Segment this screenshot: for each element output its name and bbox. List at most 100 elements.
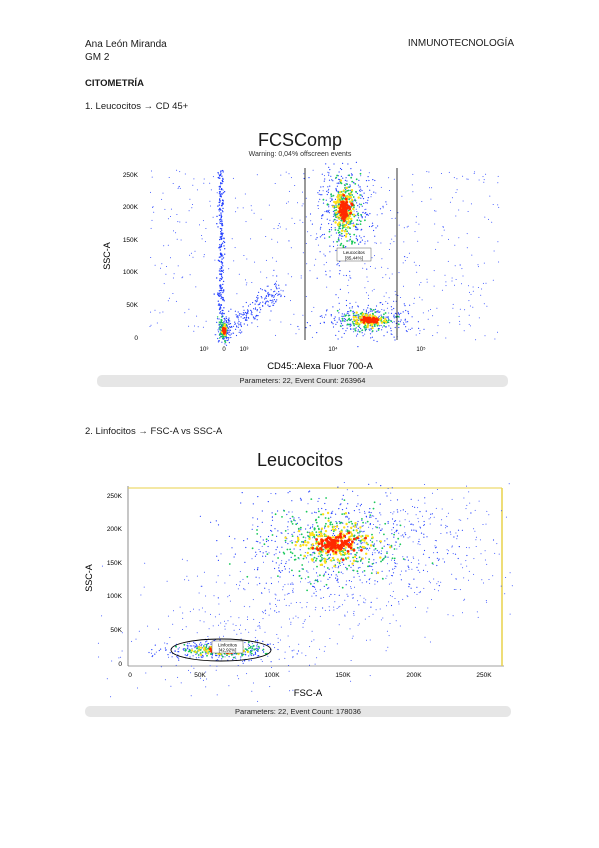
plot1-event-dot	[354, 322, 358, 325]
plot2-event-dot	[350, 660, 352, 661]
plot1-event-dot	[410, 329, 411, 330]
plot2-event-dot	[371, 541, 374, 543]
plot2-event-dot	[391, 596, 393, 598]
plot2-event-dot	[291, 500, 293, 502]
plot2-event-dot	[190, 649, 194, 652]
plot2-event-dot	[352, 529, 355, 532]
plot1-event-dot	[362, 321, 366, 324]
plot1-event-dot	[219, 328, 221, 331]
plot2-event-dot	[336, 539, 340, 543]
plot2-event-dot	[468, 491, 470, 493]
plot1-event-dot	[350, 206, 353, 208]
plot1-event-dot	[376, 310, 378, 313]
plot1-event-dot	[348, 240, 350, 242]
plot1-event-dot	[364, 328, 367, 331]
plot2-event-dot	[419, 544, 421, 546]
plot2-event-dot	[293, 649, 295, 651]
plot1-event-dot	[302, 221, 304, 223]
plot1-event-dot	[303, 177, 305, 180]
plot2-event-dot	[270, 524, 272, 527]
plot1-event-dot	[347, 285, 349, 286]
plot2-event-dot	[347, 531, 351, 535]
plot1-event-dot	[300, 275, 302, 277]
plot2-event-dot	[220, 622, 222, 624]
plot2-event-dot	[342, 573, 344, 575]
plot1-event-dot	[219, 306, 222, 308]
plot2-gate-box	[211, 640, 244, 654]
plot2-event-dot	[276, 611, 278, 613]
plot1-event-dot	[276, 288, 278, 290]
plot1-event-dot	[223, 307, 225, 309]
plot1-event-dot	[273, 291, 275, 293]
plot2-event-dot	[315, 595, 317, 597]
plot1-event-dot	[434, 223, 436, 225]
plot1-event-dot	[177, 265, 179, 267]
plot2-event-dot	[286, 513, 288, 516]
plot1-event-dot	[273, 283, 276, 285]
plot1-event-dot	[274, 282, 277, 284]
plot2-event-dot	[315, 572, 318, 574]
plot2-event-dot	[324, 550, 326, 552]
plot1-event-dot	[320, 186, 322, 188]
plot2-event-dot	[313, 592, 315, 594]
plot2-event-dot	[158, 649, 160, 652]
plot1-event-dot	[305, 243, 307, 244]
plot1-event-dot	[220, 277, 222, 280]
plot2-event-dot	[386, 605, 387, 607]
plot1-event-dot	[221, 299, 224, 301]
plot1-event-dot	[230, 325, 233, 328]
plot2-event-dot	[343, 551, 347, 555]
plot1-event-dot	[222, 171, 224, 173]
plot2-event-dot	[201, 643, 203, 645]
plot2-event-dot	[418, 541, 420, 543]
plot1-event-dot	[397, 323, 400, 326]
plot1-event-dot	[227, 330, 229, 332]
plot1-event-dot	[413, 302, 415, 304]
plot2-event-dot	[297, 617, 299, 619]
plot1-event-dot	[384, 312, 387, 314]
plot2-event-dot	[393, 536, 395, 538]
plot1-event-dot	[230, 336, 232, 339]
plot1-ytick: 50K	[126, 302, 138, 309]
plot2-event-dot	[257, 648, 259, 651]
plot2-event-dot	[231, 547, 233, 549]
plot1-event-dot	[357, 223, 359, 225]
plot1-event-dot	[251, 312, 253, 314]
plot2-event-dot	[375, 609, 377, 611]
plot1-event-dot	[426, 281, 428, 283]
plot2-event-dot	[252, 503, 254, 505]
plot1-event-dot	[394, 326, 396, 329]
plot2-event-dot	[429, 523, 431, 525]
plot1-event-dot	[220, 231, 222, 233]
plot1-event-dot	[220, 269, 223, 272]
plot2-event-dot	[434, 540, 436, 541]
plot2-event-dot	[233, 656, 236, 659]
plot2-event-dot	[327, 517, 330, 520]
plot1-event-dot	[389, 243, 391, 245]
plot2-event-dot	[315, 540, 318, 543]
plot2-event-dot	[357, 560, 359, 563]
plot1-event-dot	[217, 259, 220, 261]
plot2-event-dot	[339, 532, 342, 536]
plot2-event-dot	[298, 643, 300, 645]
plot2-event-dot	[280, 571, 282, 573]
plot2-event-dot	[320, 513, 322, 516]
plot1-event-dot	[386, 203, 388, 205]
plot2-event-dot	[299, 554, 302, 556]
plot1-event-dot	[321, 315, 323, 317]
plot1-event-dot	[167, 218, 169, 220]
plot2-event-dot	[378, 551, 380, 553]
plot1-event-dot	[469, 305, 471, 307]
plot2-event-dot	[290, 583, 292, 585]
plot1-event-dot	[467, 178, 469, 180]
plot1-event-dot	[337, 229, 340, 232]
plot2-event-dot	[314, 547, 316, 550]
plot2-event-dot	[354, 553, 357, 556]
plot1-event-dot	[371, 222, 374, 224]
plot2-event-dot	[358, 549, 360, 551]
plot2-event-dot	[351, 637, 353, 639]
plot1-xtick: 10³	[200, 347, 209, 353]
plot2-event-dot	[396, 563, 398, 565]
plot1-event-dot	[411, 327, 413, 329]
plot1-event-dot	[321, 194, 323, 196]
